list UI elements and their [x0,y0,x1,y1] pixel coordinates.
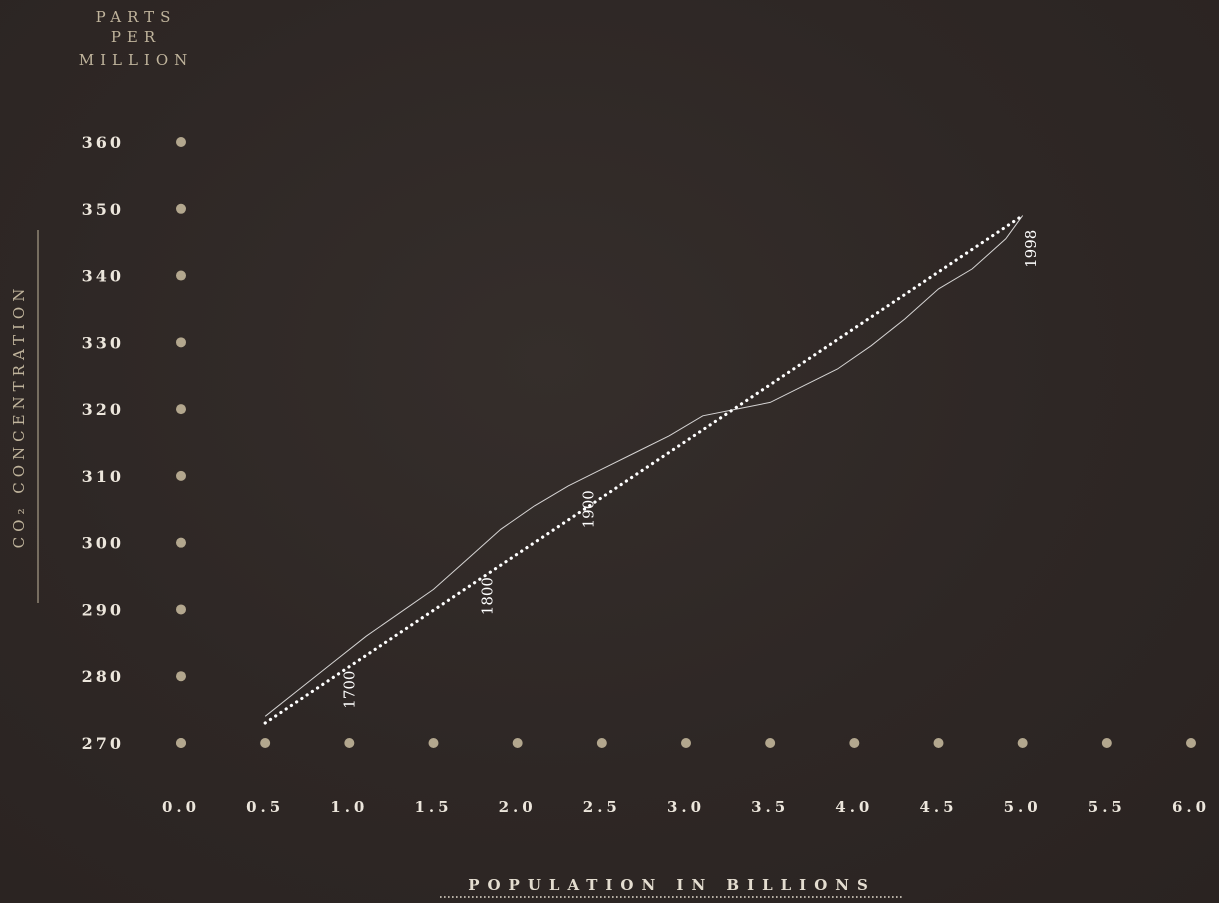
y-tick-label-1: 280 [82,667,124,686]
annotation-1700: 1700 [340,671,358,709]
x-tick-label-6: 3.0 [667,798,705,816]
y-tick-dot-6 [176,337,186,348]
x-tick-dot-6 [681,738,691,748]
x-tick-label-12: 6.0 [1172,798,1210,816]
x-tick-dot-3 [428,738,439,748]
y-tick-dot-9 [176,137,186,147]
x-tick-label-9: 4.5 [919,798,957,816]
x-tick-label-2: 1.0 [330,798,368,816]
y-unit-label-line-2: PER [111,28,161,46]
x-tick-label-11: 5.5 [1088,798,1126,816]
x-tick-dot-11 [1101,738,1112,748]
x-tick-label-3: 1.5 [414,798,452,816]
x-axis-title-group: POPULATION IN BILLIONS [440,876,902,898]
y-unit-label: PARTS PER MILLION [79,8,194,69]
x-tick-dot-5 [596,738,607,748]
y-axis-title-group: CO₂ CONCENTRATION [10,230,39,603]
y-tick-label-3: 300 [82,534,124,553]
y-tick-label-6: 330 [82,333,124,352]
x-tick-dot-4 [512,738,523,748]
x-tick-label-7: 3.5 [751,798,789,816]
y-tick-dot-5 [176,404,186,415]
x-tick-dot-10 [1017,738,1028,748]
x-tick-dot-9 [933,738,944,748]
series-line-1 [263,213,1025,725]
y-unit-label-line-1: PARTS [96,8,177,26]
x-tick-dot-8 [849,738,860,748]
x-tick-dot-1 [260,738,271,748]
y-tick-dot-7 [176,270,186,281]
x-tick-label-10: 5.0 [1004,798,1042,816]
y-tick-label-9: 360 [82,133,124,152]
x-tick-label-5: 2.5 [583,798,621,816]
y-tick-dot-4 [176,470,186,481]
x-tick-dot-2 [344,738,355,748]
x-tick-dot-7 [765,738,776,748]
annotation-1998: 1998 [1022,230,1040,268]
x-axis-title: POPULATION IN BILLIONS [468,876,876,894]
y-tick-dot-3 [176,537,186,548]
y-tick-dot-2 [176,604,186,615]
x-tick-label-8: 4.0 [835,798,873,816]
annotation-1900: 1900 [579,490,597,528]
x-tick-label-0: 0.0 [162,798,200,816]
y-tick-label-2: 290 [82,600,124,619]
y-tick-label-5: 320 [82,400,124,419]
y-tick-dot-1 [176,671,186,682]
y-tick-label-4: 310 [82,467,124,486]
y-tick-dot-0 [176,738,186,748]
y-unit-label-line-3: MILLION [79,51,194,69]
x-tick-dot-12 [1186,738,1196,748]
x-tick-label-4: 2.0 [499,798,537,816]
y-tick-label-7: 340 [82,267,124,286]
chart-marks: 0.0 0.5 1.0 1.5 2.0 2.5 3.0 3.5 4.0 4.5 5.0 5.5 6.0 2… [82,133,1210,816]
x-tick-label-1: 0.5 [246,798,284,816]
series-line-0 [264,215,1024,717]
y-tick-label-8: 350 [82,200,124,219]
y-tick-label-0: 270 [82,734,124,753]
annotation-1800: 1800 [478,577,496,615]
y-tick-dot-8 [176,203,186,214]
y-axis-title: CO₂ CONCENTRATION [10,284,28,549]
